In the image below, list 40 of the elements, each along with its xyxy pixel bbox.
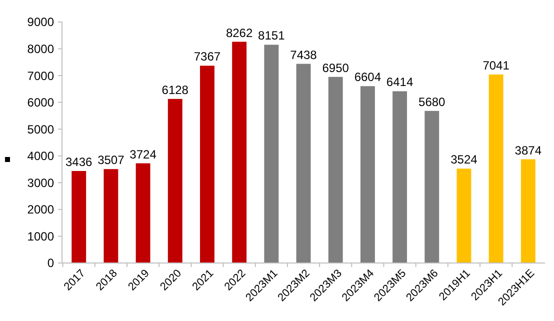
- data-label: 3724: [130, 147, 157, 162]
- y-tick-label: 9000: [27, 15, 54, 30]
- bar: [168, 98, 182, 263]
- bar: [104, 169, 118, 263]
- bar: [232, 42, 247, 263]
- bar: [296, 64, 311, 263]
- bar: [456, 168, 472, 263]
- data-label: 8151: [258, 28, 286, 43]
- bar: [72, 170, 86, 263]
- data-label: 3874: [514, 143, 542, 158]
- y-tick-label: 0: [47, 256, 54, 270]
- data-label: 7438: [290, 48, 318, 62]
- data-label: 6128: [162, 82, 189, 97]
- data-label: 6950: [322, 60, 350, 75]
- data-label: 3507: [98, 153, 125, 168]
- data-label: 5680: [418, 94, 446, 109]
- y-tick-label: 3000: [27, 176, 54, 190]
- data-label: 8262: [226, 26, 253, 40]
- bar: [488, 74, 504, 263]
- y-tick-label: 7000: [27, 68, 54, 83]
- data-label: 3524: [450, 152, 478, 167]
- y-tick-label: 4000: [27, 149, 54, 164]
- data-label: 7367: [194, 50, 221, 64]
- y-tick-label: 1000: [27, 229, 54, 244]
- y-tick-label: 5000: [27, 122, 54, 136]
- data-label: 7041: [482, 58, 510, 72]
- data-label: 6604: [354, 70, 382, 84]
- bar: [328, 76, 343, 263]
- y-tick-label: 6000: [27, 96, 54, 110]
- data-label: 6414: [386, 75, 414, 90]
- bar: [200, 66, 214, 263]
- bar: [360, 86, 375, 263]
- bar: [392, 91, 407, 263]
- y-tick-label: 8000: [27, 42, 54, 56]
- bar: [520, 159, 536, 263]
- data-label: 3436: [65, 154, 93, 169]
- bar: [424, 110, 440, 263]
- bar: [264, 44, 279, 263]
- y-tick-label: 2000: [27, 202, 54, 217]
- bar: [136, 163, 150, 263]
